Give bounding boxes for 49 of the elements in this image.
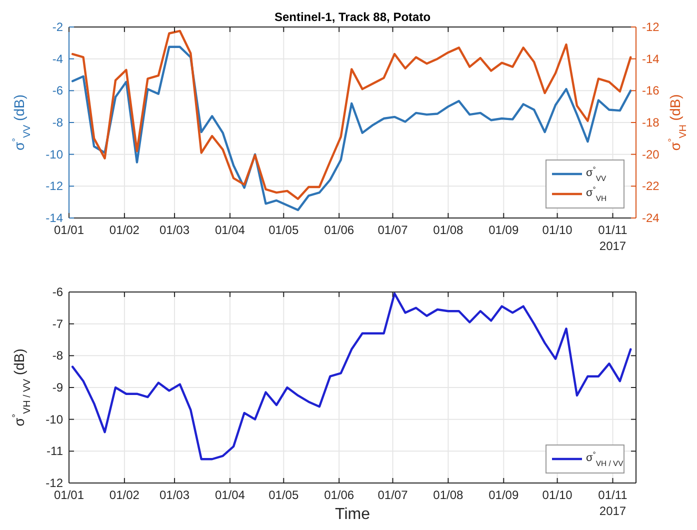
- x-tick-label: 01/06: [324, 488, 354, 502]
- x-tick-label: 01/01: [54, 223, 84, 237]
- x-tick-label: 01/04: [214, 223, 246, 237]
- y-tick-label: -8: [52, 348, 64, 363]
- x-tick-label: 01/02: [109, 488, 140, 502]
- x-tick-label: 01/08: [433, 223, 464, 237]
- y-tick-label: -7: [52, 316, 64, 331]
- y-tick-label: -6: [52, 84, 64, 98]
- y2-tick-label: -18: [642, 116, 660, 130]
- x-tick-label: 01/10: [542, 223, 573, 237]
- y-tick-label: -11: [46, 444, 64, 458]
- chart-title: Sentinel-1, Track 88, Potato: [274, 10, 431, 24]
- y2-tick-label: -24: [642, 211, 660, 225]
- y-tick-label: -9: [52, 380, 64, 394]
- y-tick-label: -4: [52, 52, 64, 66]
- x-axis-title: Time: [335, 506, 370, 523]
- line-series: [71, 46, 632, 212]
- y-tick-label: -2: [52, 20, 64, 34]
- x-tick-label: 01/11: [598, 488, 628, 502]
- x-tick-label: 01/08: [433, 488, 464, 502]
- x-tick-label: 01/05: [268, 488, 299, 502]
- x-tick-label: 01/03: [160, 488, 190, 502]
- x-tick-label: 01/11: [598, 223, 628, 237]
- y-tick-label: -10: [46, 147, 64, 162]
- x-tick-label: 01/10: [542, 488, 573, 502]
- x-tick-label: 01/09: [488, 223, 519, 237]
- y2-tick-label: -16: [642, 84, 660, 98]
- x-tick-label: 01/05: [268, 223, 299, 237]
- x-tick-label: 01/09: [488, 488, 519, 502]
- y-tick-label: -14: [46, 211, 64, 225]
- y-tick-label: -10: [46, 412, 64, 426]
- y2-tick-label: -12: [642, 20, 660, 34]
- x-tick-label: 01/07: [378, 488, 408, 502]
- y-tick-label: -6: [52, 285, 64, 299]
- x-tick-label: 01/01: [54, 488, 84, 502]
- text: 2017: [599, 504, 626, 518]
- x-tick-label: 01/06: [324, 223, 354, 237]
- x-tick-label: 01/04: [214, 488, 246, 502]
- y-tick-label: -12: [46, 476, 64, 490]
- text: 2017: [599, 239, 626, 253]
- x-tick-label: 01/02: [109, 223, 140, 237]
- y-tick-label: -8: [52, 116, 64, 130]
- y2-tick-label: -22: [642, 179, 660, 194]
- x-tick-label: 01/07: [378, 223, 408, 237]
- y2-tick-label: -14: [642, 52, 660, 66]
- x-tick-label: 01/03: [160, 223, 190, 237]
- line-series: [71, 292, 632, 460]
- y-tick-label: -12: [46, 179, 64, 194]
- y2-tick-label: -20: [642, 147, 660, 162]
